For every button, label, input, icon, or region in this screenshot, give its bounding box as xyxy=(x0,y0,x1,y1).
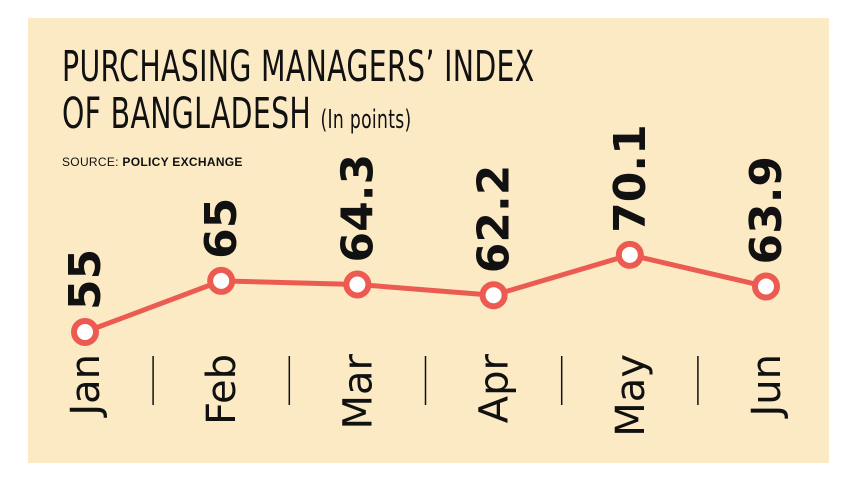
data-point-mar xyxy=(343,270,372,299)
chart-title: PURCHASING MANAGERS’ INDEX OF BANGLADESH… xyxy=(62,44,535,144)
title-line-2: OF BANGLADESH xyxy=(62,89,312,139)
x-tick-label-may: May xyxy=(608,354,654,437)
source-name: POLICY EXCHANGE xyxy=(122,155,243,169)
x-tick-label-mar: Mar xyxy=(335,353,381,429)
value-label-may: 70.1 xyxy=(605,124,656,233)
x-tick-label-jan: Jan xyxy=(63,354,109,419)
unit-label: (In points) xyxy=(320,105,412,135)
data-point-feb xyxy=(207,266,236,295)
source-note: SOURCE: POLICY EXCHANGE xyxy=(62,155,243,169)
data-point-jan xyxy=(71,318,99,346)
value-label-jun: 63.9 xyxy=(741,156,792,265)
x-tick-label-apr: Apr xyxy=(472,353,518,423)
data-point-apr xyxy=(479,281,508,310)
value-label-apr: 62.2 xyxy=(469,165,520,274)
data-point-may xyxy=(615,240,644,269)
value-label-jan: 55 xyxy=(60,249,111,310)
series-line xyxy=(82,252,769,335)
source-label: SOURCE: xyxy=(62,155,119,169)
title-line-1: PURCHASING MANAGERS’ INDEX xyxy=(62,42,535,92)
chart-panel xyxy=(28,18,829,463)
data-point-jun xyxy=(752,272,780,301)
x-tick-label-feb: Feb xyxy=(199,354,245,425)
value-label-feb: 65 xyxy=(196,198,247,259)
value-label-mar: 64.3 xyxy=(332,154,383,263)
x-tick-label-jun: Jun xyxy=(744,354,790,420)
